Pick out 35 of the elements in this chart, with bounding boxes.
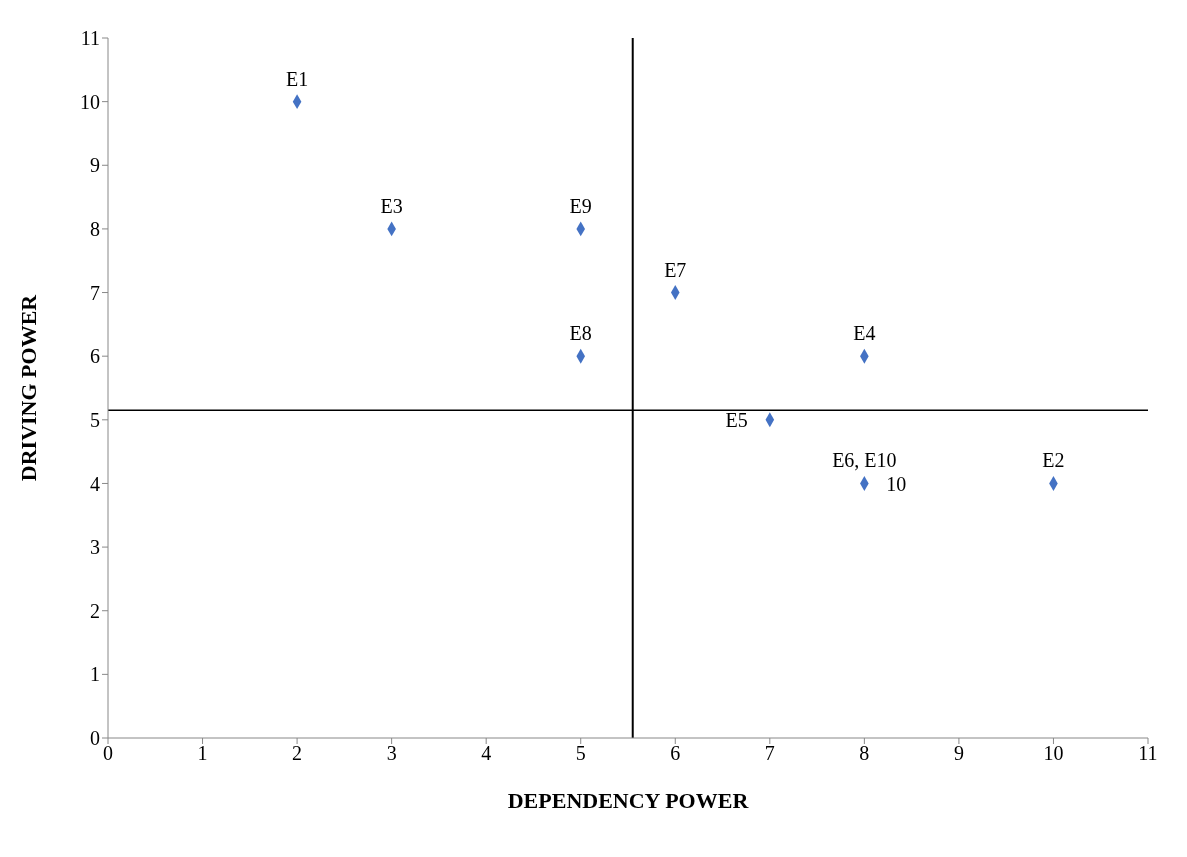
x-tick-label: 2	[292, 742, 303, 765]
annotation: 10	[886, 472, 907, 495]
annotation: E5	[725, 408, 748, 431]
annotation: E1	[285, 67, 309, 90]
x-tick-label: 5	[575, 742, 586, 765]
annotation: E2	[1042, 449, 1065, 472]
y-tick-label: 6	[90, 345, 100, 368]
x-tick-label: 9	[953, 742, 964, 765]
y-tick-label: 8	[90, 218, 100, 241]
y-tick-label: 3	[90, 536, 100, 559]
y-tick-label: 0	[90, 727, 100, 750]
y-tick-label: 9	[90, 154, 100, 177]
x-axis-title: DEPENDENCY POWER	[507, 788, 750, 813]
y-tick-label: 1	[90, 663, 100, 686]
y-tick-label: 11	[80, 27, 100, 50]
x-tick-label: 10	[1043, 742, 1064, 765]
annotation: E3	[380, 194, 403, 217]
annotation: E8	[569, 322, 592, 345]
y-tick-label: 7	[90, 281, 100, 304]
annotation: E7	[664, 258, 687, 281]
x-tick-label: 11	[1138, 742, 1158, 765]
y-axis-title: DRIVING POWER	[15, 293, 41, 482]
y-tick-label: 5	[90, 408, 100, 431]
annotation: E4	[853, 322, 876, 345]
annotation: E6, E10	[832, 449, 897, 472]
x-tick-label: 1	[197, 742, 208, 765]
y-tick-label: 10	[80, 90, 100, 113]
x-tick-label: 4	[481, 742, 492, 765]
x-tick-label: 6	[670, 742, 681, 765]
y-tick-label: 2	[90, 599, 100, 622]
x-tick-label: 7	[764, 742, 775, 765]
y-tick-label: 4	[90, 472, 100, 495]
x-tick-label: 3	[386, 742, 397, 765]
annotation: E9	[569, 194, 592, 217]
x-tick-label: 8	[859, 742, 870, 765]
